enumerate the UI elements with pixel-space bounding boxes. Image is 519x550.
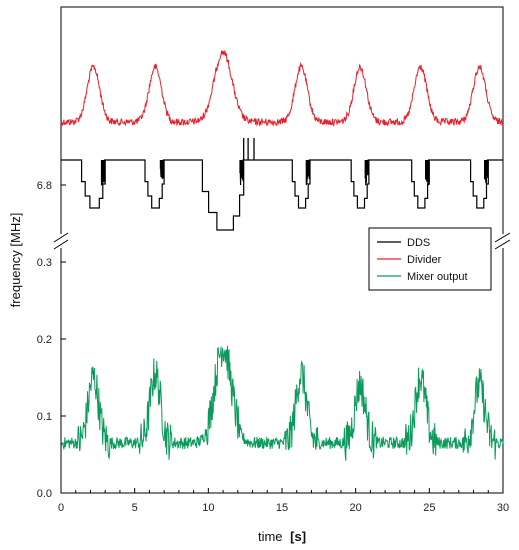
axis-break-mark-left-1	[53, 232, 69, 243]
x-axis-title-unit: [s]	[290, 529, 306, 544]
x-tick-label-6: 30	[497, 502, 509, 514]
y-tick-label-2: 0.2	[37, 334, 52, 346]
legend-label-divider: Divider	[407, 254, 442, 266]
y-axis-title: frequency [MHz]	[8, 213, 23, 308]
series-layer	[60, 50, 504, 461]
x-tick-label-5: 25	[423, 502, 435, 514]
x-tick-label-3: 15	[276, 502, 288, 514]
y-tick-label-0: 0.0	[37, 488, 52, 500]
y-tick-label-3: 0.3	[37, 257, 52, 269]
x-tick-label-1: 5	[132, 502, 138, 514]
x-tick-label-0: 0	[58, 502, 64, 514]
series-mixer-output-line	[60, 345, 504, 461]
x-tick-label-4: 20	[350, 502, 362, 514]
y-tick-label-1: 0.1	[37, 411, 52, 423]
x-axis-title: time [s]	[258, 529, 306, 544]
axis-break-mark-left-2	[53, 239, 69, 250]
series-dds-line	[61, 159, 503, 231]
series-divider-line	[60, 50, 504, 127]
y-tick-label-upper: 6.8	[37, 180, 52, 192]
x-axis-title-text: time	[258, 529, 283, 544]
axis-break-mark-right-2	[494, 239, 511, 250]
axis-break-mark-right-1	[494, 232, 511, 243]
legend: DDS Divider Mixer output	[368, 227, 492, 291]
x-tick-label-2: 10	[202, 502, 214, 514]
axis-ticks: 0 5 10 15 20 25 30 0.0 0.1 0.2 0.3 6.8	[37, 180, 509, 514]
axis-break-gap	[53, 234, 71, 248]
legend-label-dds: DDS	[407, 237, 430, 249]
legend-label-mixer: Mixer output	[407, 271, 468, 283]
axis-break-gap-right	[494, 234, 512, 248]
